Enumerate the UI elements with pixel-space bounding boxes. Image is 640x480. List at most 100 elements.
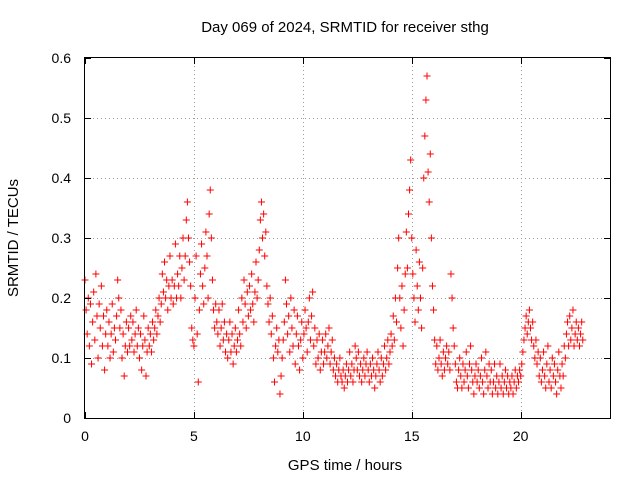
data-point — [242, 324, 250, 332]
data-point — [401, 270, 409, 278]
data-point — [243, 288, 251, 296]
x-tick-label: 10 — [295, 428, 311, 444]
data-point — [411, 318, 419, 326]
data-point — [326, 360, 334, 368]
data-point — [276, 390, 284, 398]
data-point — [430, 306, 438, 314]
data-point — [171, 240, 179, 248]
data-point — [436, 336, 444, 344]
data-point — [574, 324, 582, 332]
x-tick-label: 15 — [404, 428, 420, 444]
data-point — [266, 294, 274, 302]
data-point — [501, 366, 509, 374]
data-point — [333, 360, 341, 368]
data-point — [141, 336, 149, 344]
data-point — [107, 330, 115, 338]
data-point — [404, 210, 412, 218]
data-point — [301, 306, 309, 314]
data-point — [388, 342, 396, 350]
data-point — [484, 384, 492, 392]
data-point — [548, 354, 556, 362]
data-point — [397, 324, 405, 332]
data-point — [567, 336, 575, 344]
data-point — [228, 330, 236, 338]
data-point — [476, 372, 484, 380]
data-point — [418, 324, 426, 332]
data-point — [150, 336, 158, 344]
data-point — [328, 336, 336, 344]
data-point — [261, 252, 269, 260]
data-point — [579, 336, 587, 344]
data-point — [236, 330, 244, 338]
data-point — [255, 246, 263, 254]
data-point — [216, 342, 224, 350]
data-point — [477, 354, 485, 362]
data-point — [383, 354, 391, 362]
data-point — [402, 228, 410, 236]
data-point — [310, 342, 318, 350]
data-point — [89, 318, 97, 326]
data-point — [468, 366, 476, 374]
data-point — [323, 354, 331, 362]
data-point — [536, 354, 544, 362]
data-point — [460, 378, 468, 386]
data-point — [415, 258, 423, 266]
data-point — [373, 360, 381, 368]
data-point — [540, 348, 548, 356]
data-point — [305, 294, 313, 302]
data-point — [516, 366, 524, 374]
data-point — [212, 300, 220, 308]
data-point — [105, 318, 113, 326]
data-point — [544, 342, 552, 350]
data-point — [152, 306, 160, 314]
data-point — [530, 342, 538, 350]
data-point — [206, 186, 214, 194]
y-tick-label: 0.5 — [52, 110, 72, 126]
data-point — [369, 354, 377, 362]
data-point — [512, 384, 520, 392]
data-point — [410, 294, 418, 302]
data-point — [443, 342, 451, 350]
data-point — [394, 264, 402, 272]
data-point — [372, 372, 380, 380]
data-point — [321, 348, 329, 356]
data-point — [324, 342, 332, 350]
data-point — [86, 300, 94, 308]
data-point — [409, 270, 417, 278]
data-point — [180, 276, 188, 284]
data-point — [322, 330, 330, 338]
data-point — [327, 348, 335, 356]
data-point — [336, 354, 344, 362]
data-point — [257, 198, 265, 206]
data-point — [285, 312, 293, 320]
data-point — [426, 150, 434, 158]
data-point — [218, 300, 226, 308]
data-point — [427, 234, 435, 242]
data-point — [533, 360, 541, 368]
data-point — [403, 264, 411, 272]
data-point — [518, 360, 526, 368]
data-point — [174, 270, 182, 278]
data-point — [311, 324, 319, 332]
data-point — [249, 300, 257, 308]
data-point — [158, 270, 166, 278]
data-point — [376, 378, 384, 386]
data-point — [135, 354, 143, 362]
data-point — [213, 318, 221, 326]
data-point — [406, 186, 414, 194]
x-axis-label: GPS time / hours — [288, 457, 402, 474]
data-point — [546, 366, 554, 374]
data-point — [552, 378, 560, 386]
data-point — [230, 342, 238, 350]
data-point — [284, 330, 292, 338]
data-point — [251, 288, 259, 296]
data-point — [314, 354, 322, 362]
data-point — [269, 354, 277, 362]
data-point — [325, 324, 333, 332]
data-point — [238, 294, 246, 302]
data-point — [281, 276, 289, 284]
data-point — [480, 390, 488, 398]
data-point — [201, 264, 209, 272]
data-point — [407, 156, 415, 164]
data-point — [358, 378, 366, 386]
